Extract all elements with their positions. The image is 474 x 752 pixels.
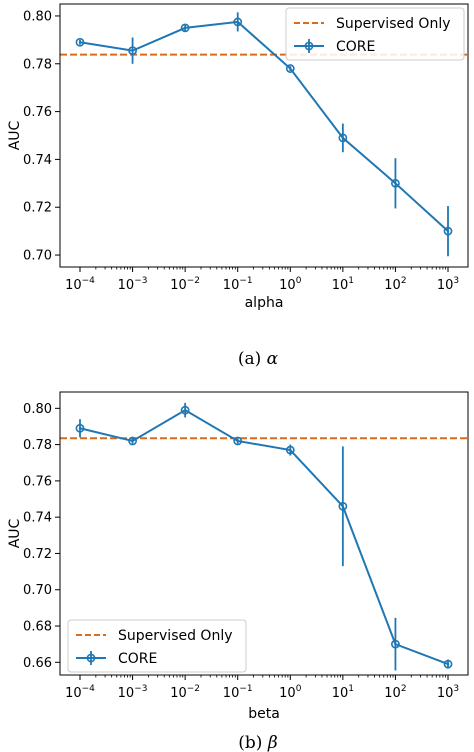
data-point [180,405,190,415]
y-tick-label: 0.74 [23,511,52,526]
data-point [338,133,348,143]
subfigure-caption: (a) α [238,349,279,369]
data-point-center [78,41,82,44]
data-point-center [289,448,292,452]
legend-box [285,7,465,61]
data-point-center [394,182,397,185]
data-point-center [289,67,292,70]
data-point [128,436,137,446]
series-line [79,20,449,232]
data-point [391,178,400,188]
data-point-center [341,505,345,508]
data-point-center [183,408,187,412]
data-point-center [131,49,134,52]
legend: Supervised Only CORE [285,7,465,61]
data-point [391,639,400,649]
x-axis-label: alpha [245,295,284,311]
x-axis-label: beta [248,706,280,722]
x-tick-label: 101 [332,276,354,293]
legend-series-label: CORE [336,39,375,55]
data-point-center [341,136,345,140]
legend-series-marker [304,41,314,51]
series-line [79,408,449,666]
y-tick-label: 0.70 [23,583,52,598]
data-point [338,501,348,511]
x-tick-label: 10−4 [65,684,95,701]
y-axis-label: AUC [7,120,23,150]
x-tick-label: 10−1 [223,276,253,293]
y-tick-label: 0.72 [23,547,52,562]
data-point-center [78,427,82,430]
data-point-center [446,662,450,666]
data-point [443,226,453,236]
y-tick-label: 0.68 [23,620,52,635]
y-tick-label: 0.78 [23,57,52,72]
data-point-center [236,439,239,443]
legend: Supervised Only CORE [67,619,247,673]
y-tick-label: 0.74 [23,153,52,168]
data-point-center [394,642,397,646]
data-point [75,423,85,433]
data-point [285,64,295,73]
y-tick-label: 0.70 [23,249,52,264]
x-tick-label: 10−3 [118,684,148,701]
subfigure-caption: (b) β [238,733,278,752]
data-point [285,445,295,455]
data-point [443,659,453,669]
data-point [75,37,85,47]
data-point [128,46,137,56]
x-tick-label: 102 [384,684,406,701]
x-tick-label: 100 [279,684,302,701]
chart-b: 0.66 0.68 0.70 0.72 0.74 0.76 0.78 0.80 10−4 10−3… [7,391,469,752]
x-tick-label: 10−3 [118,276,148,293]
y-tick-label: 0.76 [23,474,52,489]
y-tick-label: 0.76 [23,105,52,120]
legend-series-marker [86,653,96,663]
data-point [180,23,190,33]
x-tick-label: 103 [437,684,459,701]
x-tick-label: 103 [437,276,459,293]
chart-a: 0.70 0.72 0.74 0.76 0.78 0.80 10−4 10−3 10−2 10−1… [7,3,469,369]
plot-frame [59,3,469,268]
x-tick-label: 10−1 [223,684,253,701]
data-point-center [131,439,134,443]
y-tick-label: 0.72 [23,201,52,216]
legend-reference-label: Supervised Only [336,16,451,32]
data-point [233,17,243,27]
data-point-center [183,26,187,30]
legend-reference-label: Supervised Only [118,628,233,644]
y-tick-label: 0.66 [23,656,52,671]
data-point-center [236,20,239,24]
x-tick-label: 101 [332,684,354,701]
data-point [233,436,243,446]
y-tick-label: 0.80 [23,9,52,24]
y-axis-label: AUC [7,518,23,548]
legend-series-label: CORE [118,651,157,667]
x-tick-label: 10−4 [65,276,95,293]
legend-box [67,619,247,673]
x-tick-label: 102 [384,276,406,293]
plot-frame [59,391,469,676]
x-tick-label: 10−2 [170,276,200,293]
x-tick-label: 10−2 [170,684,200,701]
y-tick-label: 0.80 [23,402,52,417]
x-tick-label: 100 [279,276,302,293]
y-tick-label: 0.78 [23,438,52,453]
data-point-center [446,229,450,233]
